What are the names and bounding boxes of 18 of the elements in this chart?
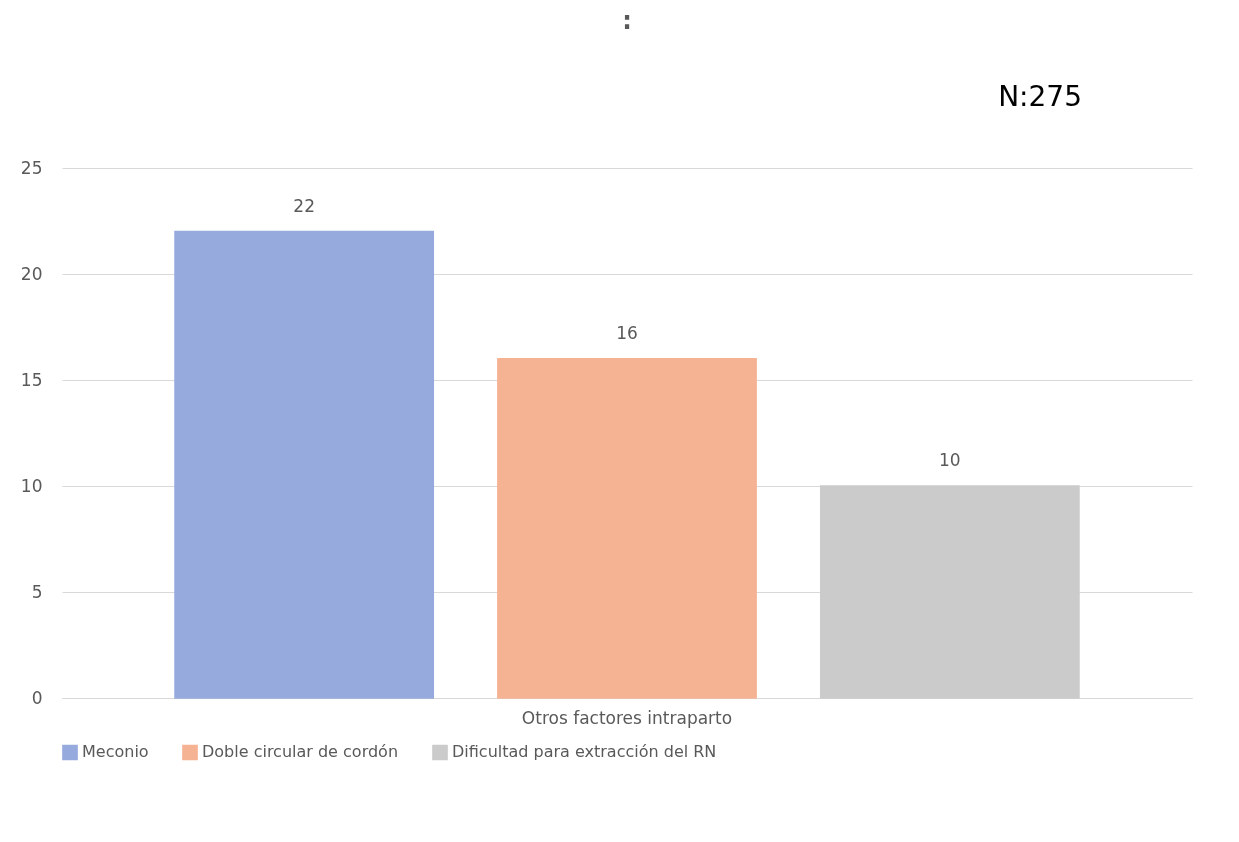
bar — [174, 230, 435, 699]
bar — [497, 358, 757, 699]
bar — [819, 485, 1080, 699]
legend-label: Doble circular de cordón — [202, 742, 399, 762]
y-tick-label: 0 — [31, 687, 43, 708]
x-tick-label: Otros factores intraparto — [521, 707, 733, 728]
data-label: 22 — [293, 195, 315, 216]
y-tick-label: 15 — [20, 369, 43, 390]
y-tick-label: 20 — [20, 263, 43, 284]
y-tick-label: 25 — [20, 157, 43, 178]
legend-label: Meconio — [82, 742, 149, 762]
y-tick-label: 10 — [20, 475, 43, 496]
chart-title: : — [622, 7, 632, 35]
data-label: 16 — [616, 322, 638, 343]
data-label: 10 — [939, 450, 961, 470]
legend-label: Dificultad para extracción del RN — [452, 742, 717, 762]
y-tick-label: 5 — [31, 581, 43, 602]
text: N:275 — [998, 80, 1082, 113]
